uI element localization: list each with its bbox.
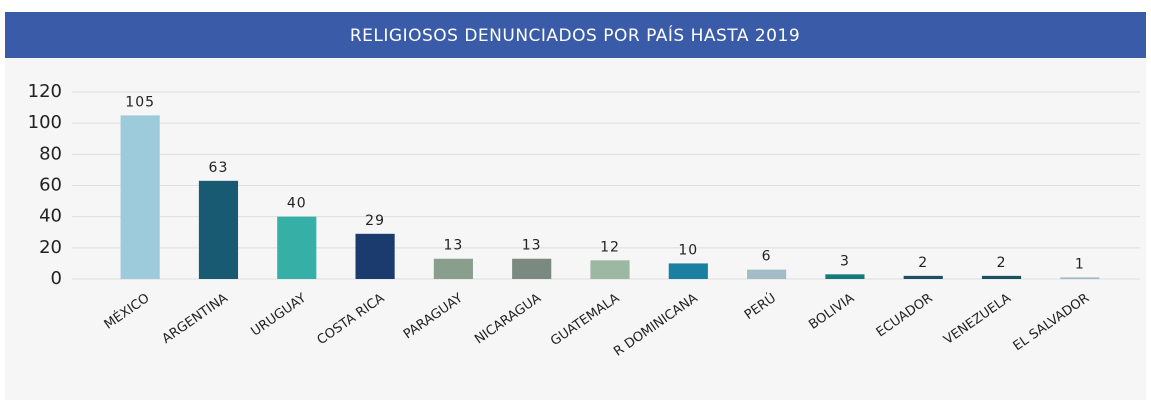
y-tick-label: 60 xyxy=(39,175,62,196)
y-tick-label: 100 xyxy=(28,112,62,133)
bar xyxy=(825,274,865,279)
data-label: 13 xyxy=(443,238,463,254)
y-tick-label: 40 xyxy=(39,206,62,227)
data-label: 3 xyxy=(840,253,850,269)
title-banner xyxy=(5,12,1146,58)
bar xyxy=(590,260,630,279)
chart-title: RELIGIOSOS DENUNCIADOS POR PAÍS HASTA 20… xyxy=(350,24,800,46)
y-tick-label: 20 xyxy=(39,237,62,258)
y-tick-label: 80 xyxy=(39,143,62,164)
data-label: 29 xyxy=(365,213,385,229)
data-label: 13 xyxy=(522,238,542,254)
bar xyxy=(981,275,1022,279)
bar xyxy=(120,115,160,279)
bar xyxy=(1060,277,1100,279)
bar xyxy=(433,258,473,279)
data-label: 2 xyxy=(918,255,928,271)
bar xyxy=(277,216,317,279)
data-label: 1 xyxy=(1075,256,1085,272)
data-label: 12 xyxy=(600,239,620,255)
bar xyxy=(747,269,787,279)
plot-background xyxy=(5,58,1146,400)
bar xyxy=(198,180,239,279)
data-label: 2 xyxy=(997,255,1007,271)
bar xyxy=(512,258,552,279)
bar xyxy=(668,263,708,279)
y-tick-label: 120 xyxy=(28,81,62,102)
data-label: 10 xyxy=(678,242,698,258)
bar xyxy=(355,233,395,279)
data-label: 6 xyxy=(762,249,772,265)
data-label: 105 xyxy=(125,94,155,110)
data-label: 63 xyxy=(209,160,229,176)
data-label: 40 xyxy=(287,196,307,212)
y-tick-label: 0 xyxy=(51,268,62,289)
bar xyxy=(903,275,943,279)
